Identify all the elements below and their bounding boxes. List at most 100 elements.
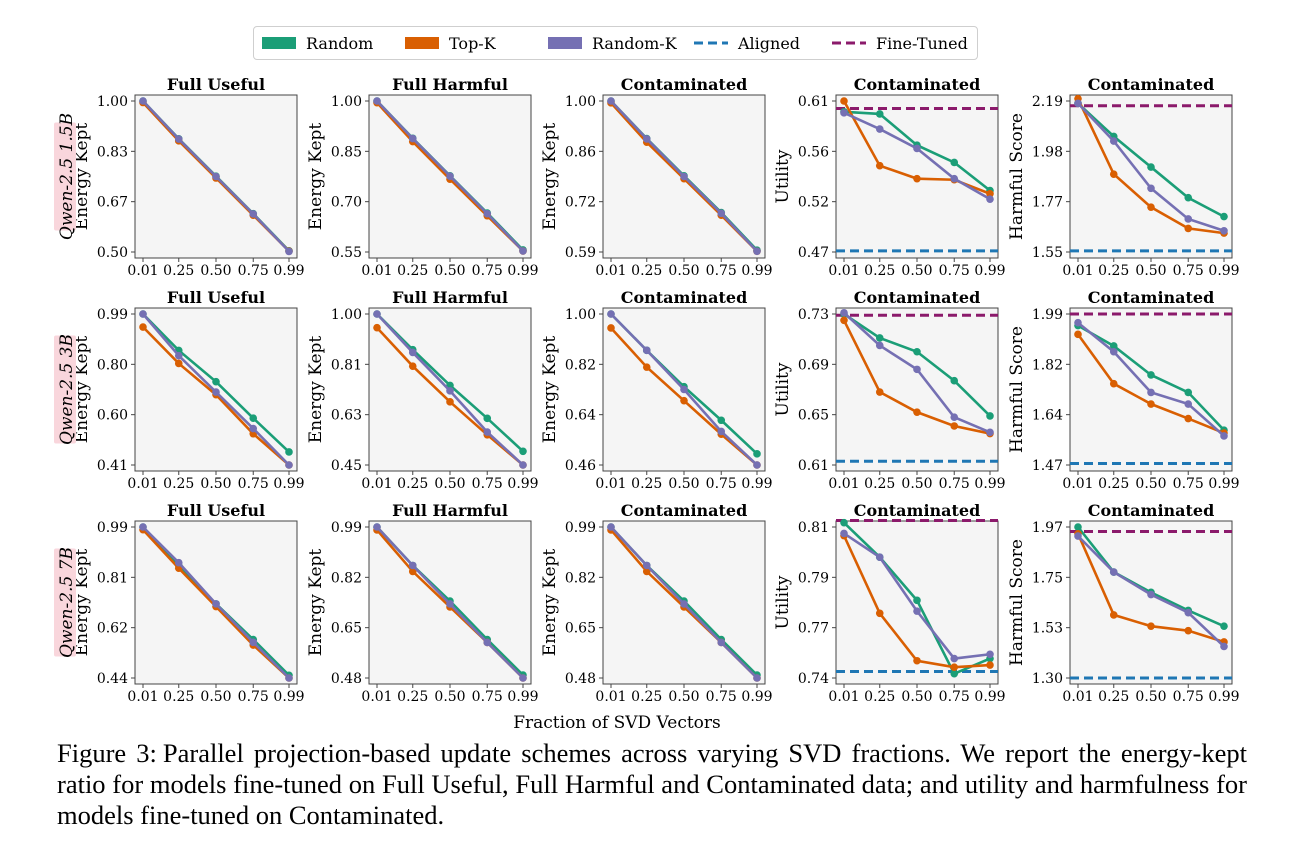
y-tick-label: 1.00 (331, 307, 362, 323)
subplot-title: Full Harmful (392, 288, 508, 307)
y-tick-label: 0.81 (331, 357, 362, 373)
y-tick-label: 1.00 (97, 94, 128, 110)
series-point (139, 523, 147, 531)
legend-swatch (262, 37, 296, 49)
series-point (875, 334, 884, 342)
series-point (607, 523, 615, 531)
x-tick-label: 0.25 (864, 476, 895, 492)
series-point (483, 428, 492, 436)
subplot: Contaminated 1.97 1.75 1.53 1.30 0.01 0.25 0.50… (1007, 501, 1240, 705)
series-point (519, 247, 527, 255)
series-point (1184, 193, 1193, 202)
y-tick-label: 0.82 (331, 570, 362, 586)
y-tick-label: 0.48 (565, 671, 596, 687)
x-tick-label: 0.25 (397, 476, 428, 492)
y-tick-label: 0.46 (565, 458, 596, 474)
subplot: Contaminated 0.73 0.69 0.65 0.61 0.01 0.25 0.50… (773, 288, 1006, 492)
x-tick-label: 0.01 (361, 476, 392, 492)
y-axis-label: Harmful Score (1007, 113, 1027, 240)
series-point (408, 567, 417, 576)
x-tick-label: 0.25 (397, 263, 428, 279)
series-point (717, 209, 726, 218)
series-point (483, 638, 492, 647)
series-point (1109, 347, 1118, 356)
x-tick-label: 0.50 (434, 263, 465, 279)
x-tick-label: 0.25 (631, 689, 662, 705)
x-tick-label: 0.50 (200, 689, 231, 705)
series-point (642, 363, 651, 371)
subplot-title: Full Useful (167, 501, 265, 520)
series-point (913, 174, 921, 183)
series-point (373, 323, 381, 332)
y-tick-label: 0.99 (97, 520, 128, 536)
x-tick-label: 0.75 (238, 263, 269, 279)
series-point (1220, 226, 1228, 235)
x-tick-label: 0.99 (741, 476, 772, 492)
x-tick-label: 0.75 (939, 476, 970, 492)
legend-label: Top-K (449, 34, 497, 53)
series-point (1109, 379, 1118, 388)
series-point (875, 125, 884, 133)
subplot: Full Useful 0.99 0.81 0.62 0.44 0.01 0.25 0.50 0… (72, 501, 305, 705)
legend-label: Random (306, 34, 373, 53)
y-tick-label: 1.55 (1032, 245, 1063, 261)
series-point (1074, 99, 1082, 108)
x-tick-label: 0.50 (901, 476, 932, 492)
subplot: Contaminated 1.99 1.82 1.64 1.47 0.01 0.25 0.50… (1007, 288, 1240, 492)
y-axis-label: Utility (773, 149, 793, 203)
series-point (607, 324, 615, 332)
subplot-title: Full Harmful (392, 501, 508, 520)
y-tick-label: 0.61 (798, 94, 829, 110)
y-axis-label: Energy Kept (72, 336, 92, 444)
series-point (519, 447, 527, 456)
series-point (249, 424, 258, 433)
series-point (139, 323, 147, 331)
x-tick-label: 0.01 (595, 263, 626, 279)
y-tick-label: 0.48 (331, 671, 362, 687)
legend-swatch (405, 37, 439, 49)
series-point (840, 97, 848, 105)
y-tick-label: 0.86 (565, 144, 596, 160)
y-tick-label: 0.82 (565, 357, 596, 373)
series-point (1074, 330, 1082, 339)
subplot-title: Contaminated (1088, 75, 1215, 94)
row-label: Qwen-2.5 3B (54, 334, 77, 445)
y-tick-label: 0.41 (97, 458, 128, 474)
series-point (753, 247, 761, 256)
y-tick-label: 0.72 (565, 195, 596, 211)
series-point (1147, 203, 1155, 211)
y-tick-label: 1.98 (1032, 144, 1063, 160)
subplot: Full Useful 1.00 0.83 0.67 0.50 0.01 0.25 0.50 0… (72, 75, 305, 279)
series-point (950, 422, 959, 430)
y-tick-label: 1.64 (1032, 408, 1063, 424)
y-tick-label: 1.00 (565, 307, 596, 323)
y-tick-label: 0.73 (798, 307, 829, 323)
y-tick-label: 1.00 (331, 94, 362, 110)
series-point (680, 385, 688, 394)
y-tick-label: 1.47 (1032, 458, 1063, 474)
x-tick-label: 0.01 (1062, 689, 1093, 705)
x-tick-label: 0.50 (668, 476, 699, 492)
x-tick-label: 0.01 (595, 476, 626, 492)
x-tick-label: 0.25 (1098, 689, 1129, 705)
x-tick-label: 0.50 (1135, 263, 1166, 279)
figure-grid: Random Top-K Random-K Aligned Fine-Tuned Full… (54, 34, 1240, 733)
y-tick-label: 1.75 (1032, 570, 1063, 586)
series-point (1184, 388, 1193, 397)
series-point (212, 600, 220, 608)
series-point (1109, 611, 1118, 619)
x-tick-label: 0.99 (974, 263, 1005, 279)
series-point (1184, 224, 1193, 233)
y-tick-label: 0.47 (798, 245, 829, 261)
series-point (950, 669, 959, 678)
subplot: Contaminated 1.00 0.86 0.72 0.59 0.01 0.25 0.50… (540, 75, 773, 279)
series-point (753, 461, 761, 469)
subplot-title: Contaminated (1088, 288, 1215, 307)
x-tick-label: 0.50 (901, 689, 932, 705)
series-point (408, 134, 417, 143)
subplot-title: Contaminated (621, 75, 748, 94)
series-point (717, 638, 726, 647)
series-point (408, 362, 417, 370)
series-point (840, 518, 848, 527)
x-tick-label: 0.01 (361, 689, 392, 705)
